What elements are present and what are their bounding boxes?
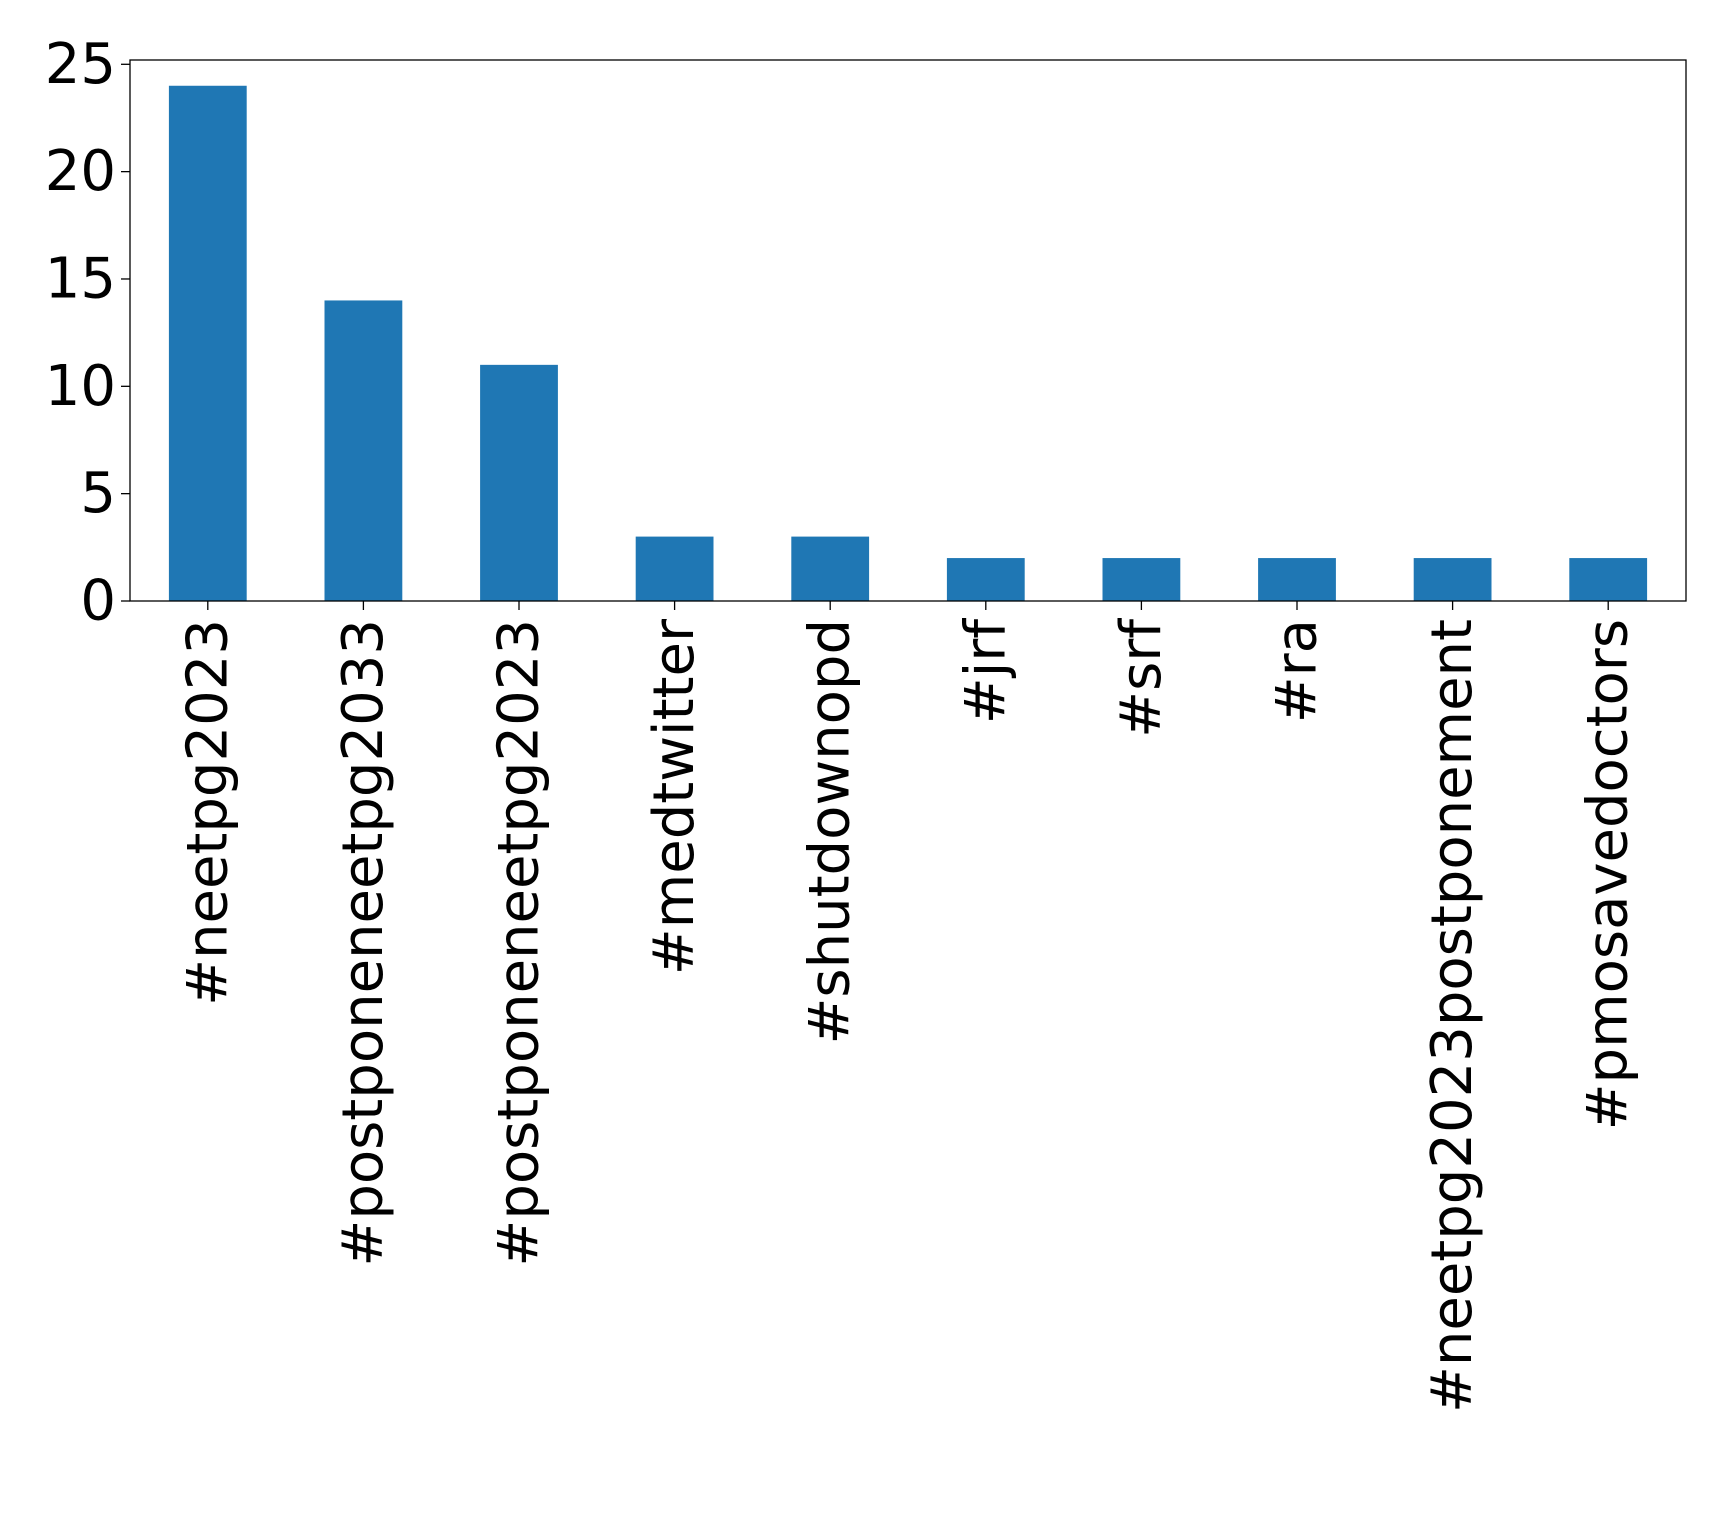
y-tick-label-2: 10 xyxy=(45,354,116,419)
x-tick-label-1: #postponeneetpg2033 xyxy=(331,619,396,1267)
bar-2 xyxy=(480,364,558,601)
bar-1 xyxy=(324,300,403,601)
bar-8 xyxy=(1413,558,1492,601)
x-tick-label-8: #neetpg2023postponement xyxy=(1420,619,1485,1413)
bar-9 xyxy=(1569,558,1648,601)
bar-4 xyxy=(791,536,870,601)
x-tick-label-4: #shutdownopd xyxy=(798,619,863,1045)
x-tick-label-0: #neetpg2023 xyxy=(175,619,240,1006)
y-tick-label-5: 25 xyxy=(45,32,116,97)
y-axis: 0 5 10 15 20 25 xyxy=(45,32,130,634)
y-tick-label-4: 20 xyxy=(45,139,116,204)
x-tick-label-6: #srf xyxy=(1109,618,1174,738)
x-tick-label-7: #ra xyxy=(1265,619,1330,723)
bar-3 xyxy=(635,536,714,601)
x-tick-label-5: #jrf xyxy=(953,618,1018,725)
bar-0 xyxy=(168,85,247,601)
bar-7 xyxy=(1258,558,1336,601)
x-tick-label-3: #medtwitter xyxy=(642,618,707,975)
bar-6 xyxy=(1102,558,1181,601)
y-tick-label-0: 0 xyxy=(80,569,116,634)
x-tick-label-2: #postponeneetpg2023 xyxy=(487,619,552,1267)
y-tick-label-3: 15 xyxy=(45,246,116,311)
x-tick-label-9: #pmosavedoctors xyxy=(1576,619,1641,1130)
y-tick-label-1: 5 xyxy=(80,461,116,526)
bars-group xyxy=(168,85,1648,601)
x-axis: #neetpg2023 #postponeneetpg2033 #postponen… xyxy=(175,601,1641,1413)
plot-frame xyxy=(129,59,1687,602)
bar-5 xyxy=(946,558,1025,601)
